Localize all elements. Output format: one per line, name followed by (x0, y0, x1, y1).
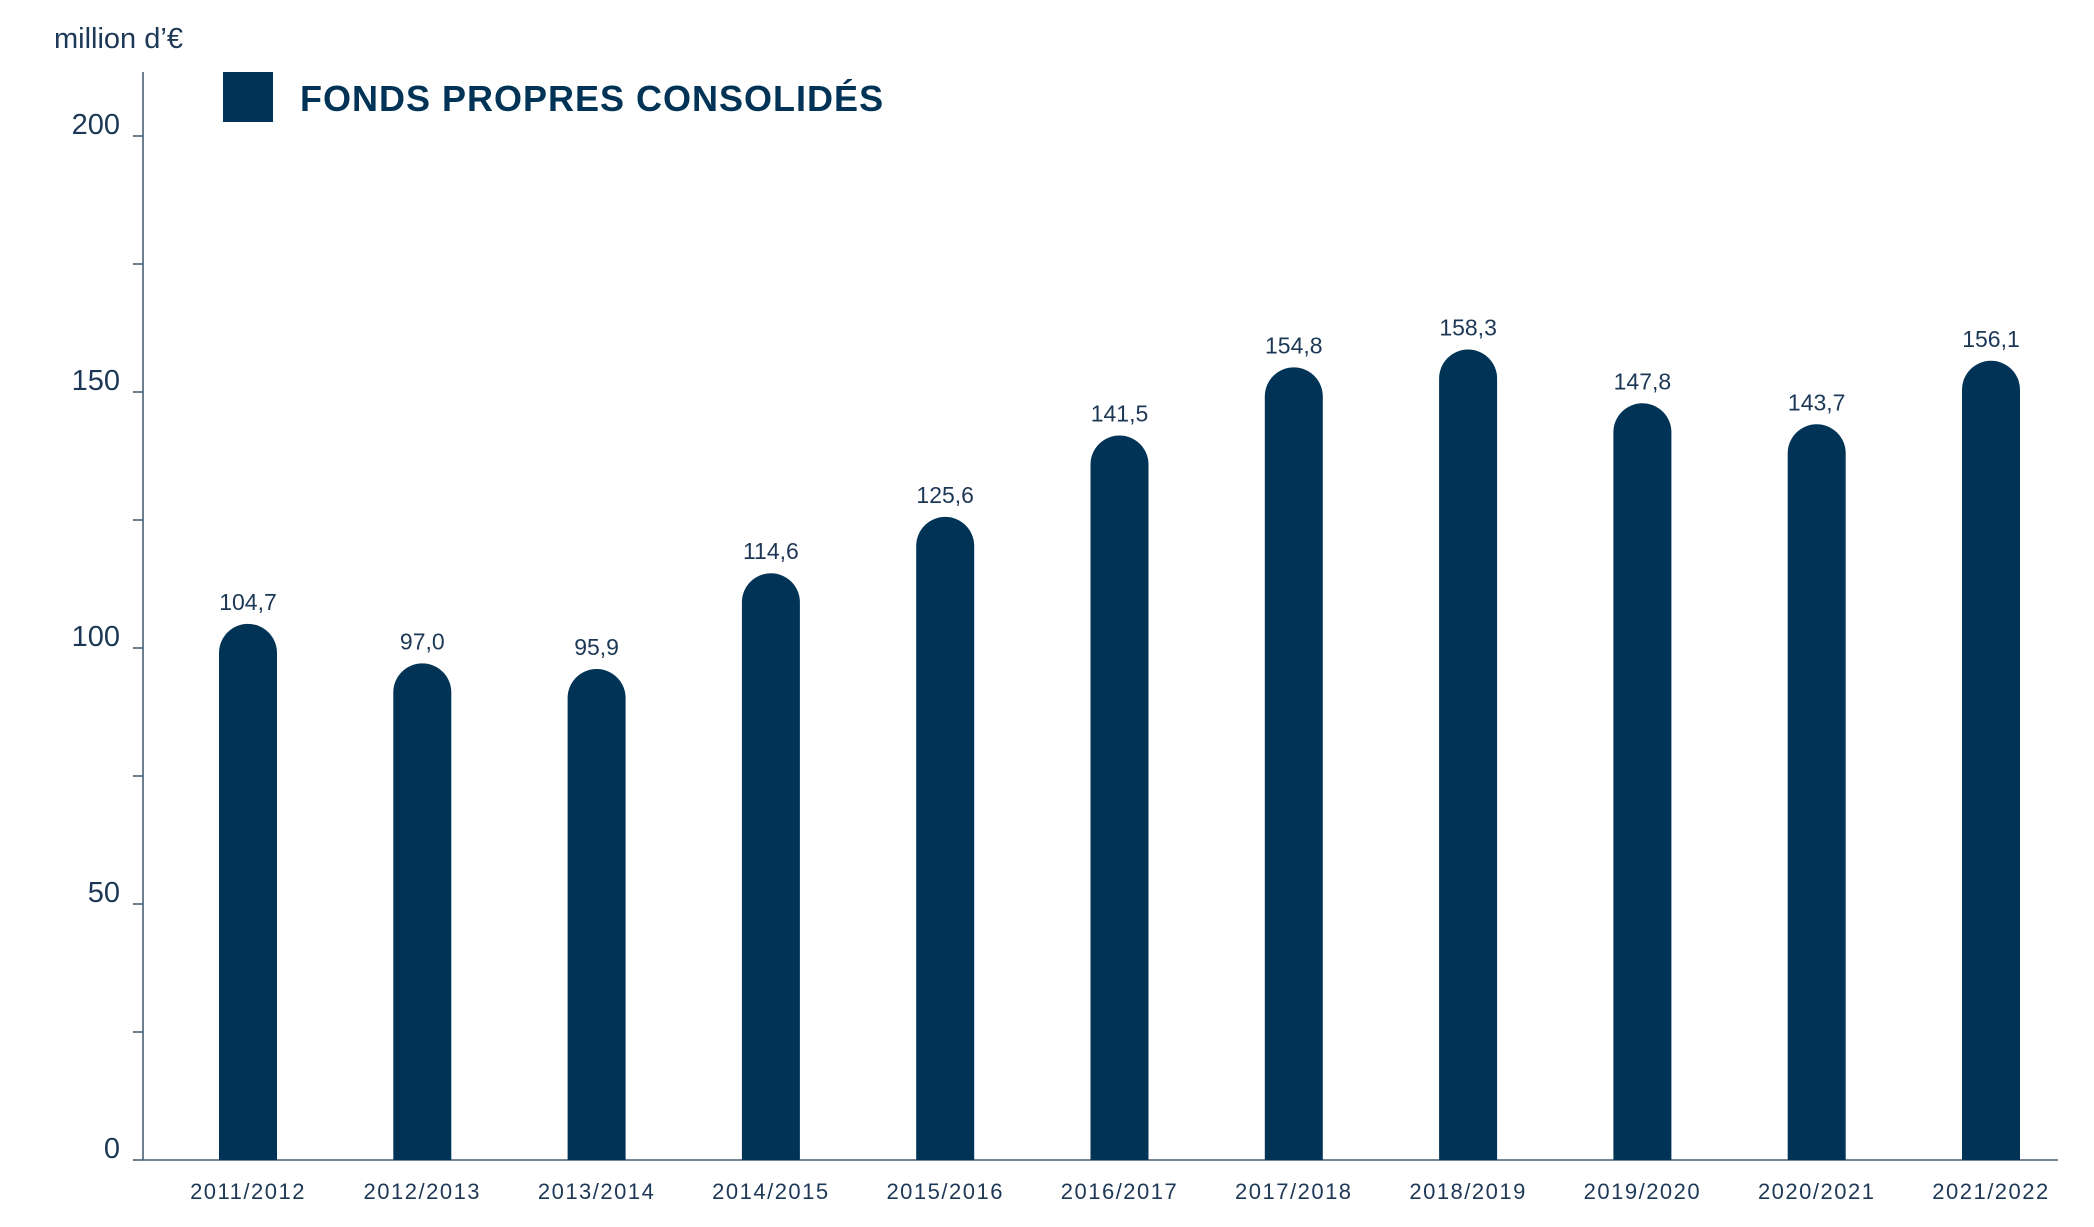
bar-2015-2016 (916, 516, 975, 1160)
value-label: 143,7 (1788, 389, 1846, 415)
bar-2013-2014 (567, 668, 626, 1160)
bar-2012-2013 (393, 663, 452, 1160)
y-axis: 0 50 100 150 200 (72, 109, 143, 1165)
bar-2017-2018 (1264, 367, 1323, 1160)
bar-2020-2021 (1787, 424, 1846, 1161)
x-tick-label: 2014/2015 (712, 1179, 830, 1204)
legend-swatch (223, 72, 273, 122)
bar-2011-2012 (219, 623, 277, 1160)
value-label: 156,1 (1962, 326, 2020, 352)
bar-2016-2017 (1090, 435, 1149, 1160)
x-tick-label: 2013/2014 (538, 1179, 656, 1204)
value-label: 125,6 (916, 482, 974, 508)
x-tick-label: 2016/2017 (1061, 1179, 1179, 1204)
bar-2018-2019 (1439, 349, 1498, 1160)
bar-2019-2020 (1613, 403, 1672, 1160)
value-label: 114,6 (743, 538, 799, 564)
value-label: 104,7 (219, 589, 277, 615)
x-tick-label: 2019/2020 (1584, 1179, 1702, 1204)
bar-2014-2015 (741, 573, 800, 1160)
unit-label: million d’€ (54, 23, 183, 55)
y-tick-label: 150 (72, 365, 120, 397)
x-tick-label: 2012/2013 (364, 1179, 482, 1204)
y-tick-label: 200 (72, 109, 120, 141)
x-tick-label: 2017/2018 (1235, 1179, 1353, 1204)
value-label: 97,0 (400, 628, 445, 654)
value-label: 154,8 (1265, 332, 1323, 358)
y-tick-label: 50 (88, 877, 120, 909)
x-tick-label: 2021/2022 (1932, 1179, 2050, 1204)
x-tick-label: 2018/2019 (1409, 1179, 1527, 1204)
x-axis: 2011/2012 2012/2013 2013/2014 2014/2015 2015… (190, 1179, 2050, 1204)
value-label: 95,9 (574, 634, 619, 660)
bar-2021-2022 (1962, 360, 2020, 1160)
bars: 104,7 97,0 95,9 114,6 125,6 141,5 154,8 158,3 14… (219, 315, 2020, 1161)
y-tick-label: 100 (72, 621, 120, 653)
legend-label: FONDS PROPRES CONSOLIDÉS (300, 78, 884, 119)
x-tick-label: 2015/2016 (886, 1179, 1004, 1204)
x-tick-label: 2020/2021 (1758, 1179, 1876, 1204)
x-tick-label: 2011/2012 (190, 1179, 306, 1204)
y-tick-label: 0 (104, 1133, 120, 1165)
value-label: 147,8 (1614, 368, 1672, 394)
value-label: 158,3 (1439, 315, 1497, 341)
value-label: 141,5 (1091, 401, 1149, 427)
